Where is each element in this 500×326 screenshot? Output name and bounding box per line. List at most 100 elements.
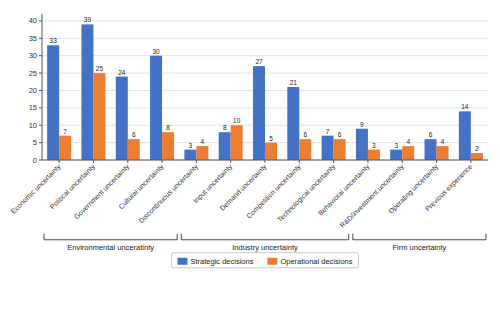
data-label: 21 [290, 79, 298, 86]
x-tick-label: Discontinuous uncertainty [137, 162, 200, 225]
y-tick-label: 35 [29, 34, 37, 43]
groups: Environmental unceratinty Industry uncert… [44, 234, 486, 252]
legend-frame [171, 253, 358, 268]
bar [81, 24, 93, 160]
x-tick-label: R&D/investment uncertainty [339, 162, 406, 229]
bar [299, 139, 311, 160]
bar [184, 150, 196, 160]
data-label: 10 [233, 117, 241, 124]
bar [287, 87, 299, 160]
x-tick [333, 160, 334, 163]
y-tick [39, 90, 42, 91]
data-label: 27 [255, 58, 263, 65]
chart: 3339243038272179361472568410566344205101… [0, 0, 500, 326]
data-label: 24 [118, 69, 126, 76]
bar [128, 139, 140, 160]
x-tick [196, 160, 197, 163]
group-bracket [44, 234, 177, 240]
legend-swatch [267, 258, 277, 265]
grid [42, 21, 488, 160]
bar [162, 132, 174, 160]
bar [471, 153, 483, 160]
group-label: Firm uncertainty [393, 243, 447, 252]
bar [356, 129, 368, 160]
bar [390, 150, 402, 160]
bar [334, 139, 346, 160]
bar [425, 139, 437, 160]
data-label: 9 [360, 121, 364, 128]
bar [47, 45, 59, 160]
group-bracket [353, 234, 486, 240]
group-label: Industry uncertainty [232, 243, 298, 252]
data-label: 8 [166, 124, 170, 131]
data-label: 7 [326, 128, 330, 135]
group-bracket [181, 234, 348, 240]
data-label: 4 [441, 138, 445, 145]
legend-label: Operational decisions [280, 257, 352, 266]
y-tick [39, 125, 42, 126]
y-tick-label: 40 [29, 16, 37, 25]
x-tick [162, 160, 163, 163]
bar [253, 66, 265, 160]
x-tick [230, 160, 231, 163]
data-label: 6 [338, 131, 342, 138]
data-label: 4 [201, 138, 205, 145]
bar [322, 136, 334, 160]
data-label: 4 [406, 138, 410, 145]
y-tick-label: 15 [29, 103, 37, 112]
y-tick-label: 25 [29, 69, 37, 78]
data-label: 6 [429, 131, 433, 138]
x-tick-label: Technological uncertainty [276, 162, 338, 224]
y-tick [39, 73, 42, 74]
y-tick [39, 38, 42, 39]
x-tick [127, 160, 128, 163]
x-tick [299, 160, 300, 163]
data-label: 3 [189, 142, 193, 149]
bar [402, 146, 414, 160]
x-tick [265, 160, 266, 163]
bar [459, 111, 471, 160]
y-tick [39, 55, 42, 56]
bar [93, 73, 105, 160]
y-tick-label: 5 [33, 138, 37, 147]
grid-line [42, 20, 488, 21]
y-tick-label: 10 [29, 121, 37, 130]
grid-line [42, 55, 488, 56]
y-tick-label: 20 [29, 86, 37, 95]
bars [47, 24, 483, 160]
axes: 0 5 10 15 20 25 30 35 40 [29, 14, 488, 165]
bar [265, 143, 277, 160]
bar [219, 132, 231, 160]
data-label: 3 [372, 142, 376, 149]
data-label: 6 [303, 131, 307, 138]
group-label: Environmental unceratinty [67, 243, 154, 252]
y-tick-label: 0 [33, 156, 37, 165]
data-label: 30 [152, 48, 160, 55]
data-label: 7 [63, 128, 67, 135]
bar [196, 146, 208, 160]
x-tick-label: Previous experience [424, 163, 475, 214]
data-label: 3 [394, 142, 398, 149]
y-tick [39, 160, 42, 161]
bar [116, 77, 128, 160]
bar [437, 146, 449, 160]
x-tick [402, 160, 403, 163]
x-tick-label: Competition uncertainty [245, 162, 303, 220]
y-tick [39, 20, 42, 21]
legend-label: Strategic decisions [190, 257, 253, 266]
data-label: 33 [50, 37, 58, 44]
legend-swatch [177, 258, 187, 265]
bar [59, 136, 71, 160]
y-tick-label: 30 [29, 51, 37, 60]
x-tick [436, 160, 437, 163]
data-label: 2 [475, 145, 479, 152]
legend: Strategic decisions Operational decisions [171, 253, 358, 268]
x-tick [470, 160, 471, 163]
y-axis-line [42, 14, 43, 160]
data-label: 8 [223, 124, 227, 131]
data-label: 14 [461, 103, 469, 110]
y-tick [39, 142, 42, 143]
grid-line [42, 38, 488, 39]
bar [231, 125, 243, 160]
x-tick [93, 160, 94, 163]
